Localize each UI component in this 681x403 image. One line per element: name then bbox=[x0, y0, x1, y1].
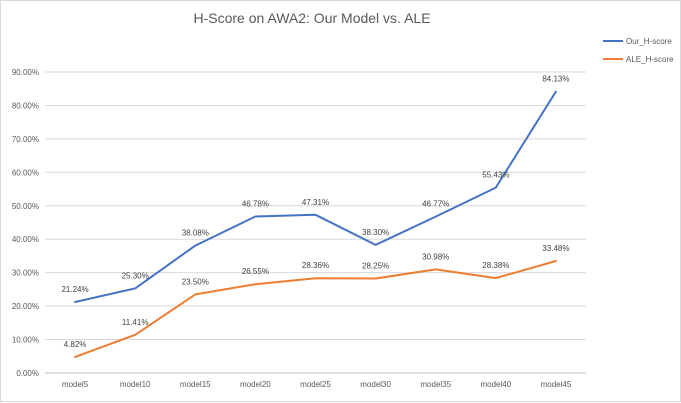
x-tick-label: model25 bbox=[300, 380, 331, 389]
y-tick-label: 90.00% bbox=[12, 68, 39, 77]
y-tick-label: 80.00% bbox=[12, 101, 39, 110]
y-tick-label: 60.00% bbox=[12, 168, 39, 177]
data-label: 25.30% bbox=[122, 271, 149, 280]
legend: Our_H-score ALE_H-score bbox=[603, 37, 674, 64]
y-tick-label: 30.00% bbox=[12, 269, 39, 278]
x-tick-label: model40 bbox=[480, 380, 511, 389]
legend-item: Our_H-score bbox=[603, 37, 672, 46]
x-tick-label: model20 bbox=[240, 380, 271, 389]
data-label: 4.82% bbox=[64, 340, 87, 349]
data-label: 23.50% bbox=[182, 277, 209, 286]
y-tick-label: 40.00% bbox=[12, 235, 39, 244]
data-label: 11.41% bbox=[122, 318, 149, 327]
data-label: 21.24% bbox=[61, 285, 88, 294]
data-label: 26.55% bbox=[242, 267, 269, 276]
x-tick-label: model5 bbox=[62, 380, 89, 389]
x-tick-label: model15 bbox=[180, 380, 211, 389]
data-label: 47.31% bbox=[302, 198, 329, 207]
data-label: 33.48% bbox=[542, 244, 569, 253]
x-tick-label: model45 bbox=[541, 380, 572, 389]
y-tick-label: 70.00% bbox=[12, 135, 39, 144]
y-axis-tick-labels: 0.00% 10.00% 20.00% 30.00% 40.00% 50.00% 60.00… bbox=[12, 68, 39, 378]
legend-label: ALE_H-score bbox=[626, 55, 674, 64]
chart-title: H-Score on AWA2: Our Model vs. ALE bbox=[193, 10, 430, 26]
gridlines bbox=[45, 72, 586, 373]
x-tick-label: model30 bbox=[360, 380, 391, 389]
data-label: 30.98% bbox=[422, 252, 449, 261]
y-tick-label: 0.00% bbox=[16, 369, 39, 378]
x-axis-tick-labels: model5 model10 model15 model20 model25 model3… bbox=[62, 380, 572, 389]
data-label: 28.25% bbox=[362, 262, 389, 271]
y-tick-label: 10.00% bbox=[12, 336, 39, 345]
data-label: 46.77% bbox=[422, 200, 449, 209]
data-label: 38.08% bbox=[182, 229, 209, 238]
data-label: 28.36% bbox=[302, 261, 329, 270]
x-tick-label: model10 bbox=[120, 380, 151, 389]
legend-item: ALE_H-score bbox=[603, 55, 674, 64]
data-label: 38.30% bbox=[362, 228, 389, 237]
legend-label: Our_H-score bbox=[626, 37, 672, 46]
data-label: 46.78% bbox=[242, 200, 269, 209]
data-label: 28.38% bbox=[482, 261, 509, 270]
data-labels: 21.24% 25.30% 38.08% 46.78% 47.31% 38.30% 46.7… bbox=[61, 75, 569, 349]
x-tick-label: model35 bbox=[420, 380, 451, 389]
data-label: 55.43% bbox=[482, 171, 509, 180]
data-label: 84.13% bbox=[542, 75, 569, 84]
y-tick-label: 50.00% bbox=[12, 202, 39, 211]
y-tick-label: 20.00% bbox=[12, 302, 39, 311]
